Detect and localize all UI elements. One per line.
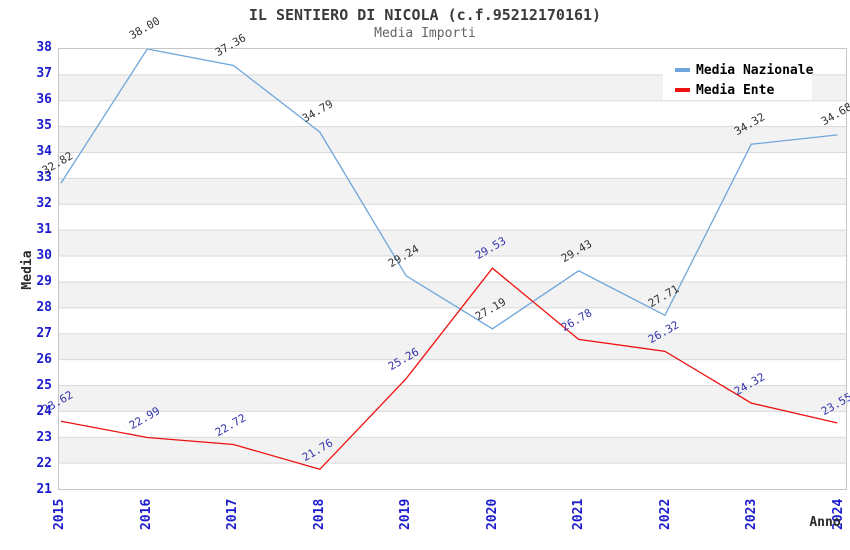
grid-band [59, 333, 846, 360]
plot-area [58, 48, 847, 490]
x-tick-label: 2015 [52, 498, 67, 530]
y-tick-label: 37 [36, 66, 52, 81]
legend-label: Media Nazionale [696, 62, 814, 78]
y-tick-label: 32 [36, 196, 52, 211]
legend-item: Media Ente [663, 80, 812, 100]
plot-canvas [59, 49, 846, 471]
x-tick-label: 2018 [311, 498, 327, 530]
x-tick-label: 2020 [484, 498, 500, 530]
legend-item: Media Nazionale [663, 60, 814, 80]
y-tick-label: 33 [36, 170, 52, 185]
y-tick-label: 38 [36, 40, 52, 55]
x-axis-title: Anno [809, 515, 841, 530]
y-tick-label: 34 [36, 144, 52, 159]
x-tick-label: 2021 [571, 498, 586, 530]
y-tick-label: 36 [36, 92, 52, 107]
x-tick-label: 2019 [398, 498, 413, 530]
grid-band [59, 230, 846, 257]
grid-band [59, 281, 846, 308]
y-tick-label: 30 [36, 248, 52, 263]
x-tick-label: 2017 [225, 498, 240, 530]
grid-band [59, 126, 846, 153]
y-tick-label: 28 [36, 300, 52, 315]
series-line-0 [60, 49, 838, 330]
series-line-1 [60, 267, 838, 471]
y-tick-label: 31 [36, 222, 52, 237]
y-tick-label: 26 [36, 352, 52, 367]
y-tick-label: 24 [36, 404, 52, 419]
y-tick-label: 29 [36, 274, 52, 289]
grid-band [59, 178, 846, 205]
y-tick-label: 23 [36, 430, 52, 445]
legend: Media Nazionale Media Ente [663, 54, 814, 100]
y-tick-label: 22 [36, 456, 52, 471]
grid-band [59, 437, 846, 464]
grid-band [59, 385, 846, 412]
legend-label: Media Ente [696, 82, 775, 98]
x-tick-label: 2022 [657, 498, 673, 530]
chart-subtitle: Media Importi [374, 26, 476, 41]
y-tick-label: 21 [36, 482, 52, 497]
legend-line-swatch-icon [675, 68, 690, 72]
x-tick-label: 2023 [744, 498, 759, 530]
legend-line-swatch-icon [675, 88, 690, 92]
y-tick-label: 25 [36, 378, 52, 393]
y-tick-label: 27 [36, 326, 52, 341]
y-tick-label: 35 [36, 118, 52, 133]
x-tick-label: 2016 [138, 498, 154, 530]
chart-title: IL SENTIERO DI NICOLA (c.f.95212170161) [248, 6, 602, 24]
